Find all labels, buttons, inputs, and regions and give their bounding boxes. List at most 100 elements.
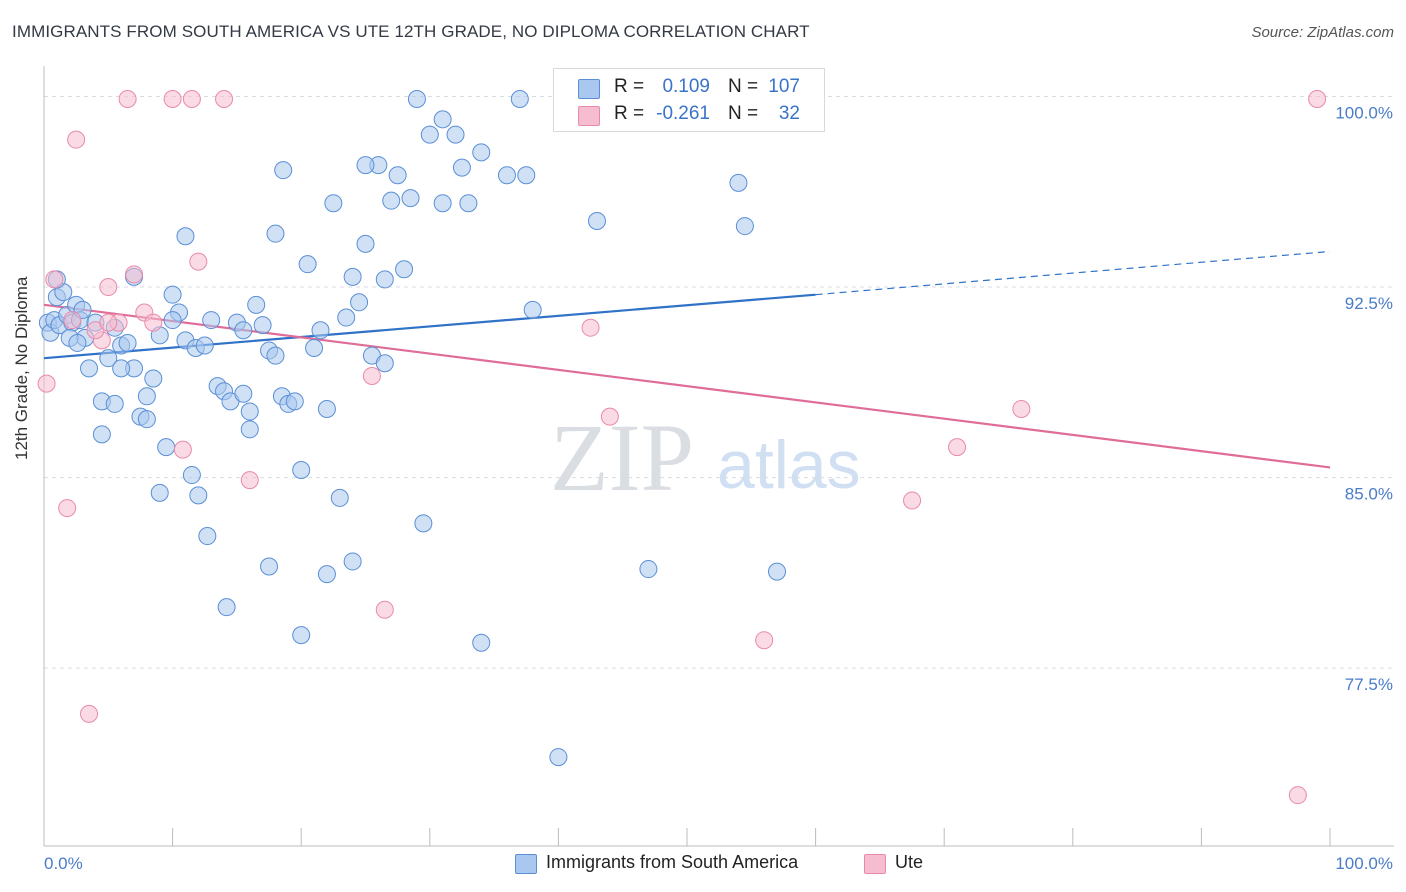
series1-point — [459, 194, 478, 213]
series1-point — [163, 285, 182, 304]
series1-point — [446, 125, 465, 144]
series1-point — [240, 402, 259, 421]
series1-point — [768, 562, 787, 581]
series1-point — [395, 260, 414, 279]
series1-point — [407, 90, 426, 109]
series2-point — [37, 374, 56, 393]
series1-point — [266, 224, 285, 243]
series1-point — [305, 339, 324, 358]
series1-point — [240, 420, 259, 439]
series2-point — [240, 471, 259, 490]
series1-point — [298, 255, 317, 274]
series1-point — [343, 267, 362, 286]
series1-point — [105, 394, 124, 413]
series1-point — [343, 552, 362, 571]
series1-point — [317, 399, 336, 418]
series1-point — [247, 295, 266, 314]
r-label: R = — [614, 103, 645, 124]
n-value: 107 — [768, 76, 800, 97]
series1-point — [420, 125, 439, 144]
series2-point — [182, 90, 201, 109]
series1-point — [452, 158, 471, 177]
series2-point — [375, 600, 394, 619]
series1-point — [356, 156, 375, 175]
series2-point — [581, 318, 600, 337]
series2-point — [903, 491, 922, 510]
series2-point — [173, 440, 192, 459]
y-tick-label: 85.0% — [1345, 485, 1393, 504]
series1-point — [217, 598, 236, 617]
series2-point — [163, 90, 182, 109]
series2-legend-label: Ute — [895, 852, 924, 872]
series1-point — [401, 189, 420, 208]
series1-point — [317, 565, 336, 584]
r-label: R = — [614, 76, 645, 97]
series1-point — [266, 346, 285, 365]
series1-point — [330, 488, 349, 507]
series1-trend-extension — [815, 250, 1331, 296]
y-tick-label: 77.5% — [1345, 675, 1393, 694]
series1-point — [587, 211, 606, 230]
series1-point — [729, 173, 748, 192]
series2-point — [144, 313, 163, 332]
watermark-atlas: atlas — [717, 427, 861, 503]
series1-point — [112, 359, 131, 378]
series2-point — [362, 366, 381, 385]
series1-point — [337, 308, 356, 327]
series1-point — [176, 227, 195, 246]
series2-point — [1012, 399, 1031, 418]
n-value: 32 — [778, 103, 800, 124]
series1-point — [549, 748, 568, 767]
series1-point — [195, 336, 214, 355]
series1-point — [375, 354, 394, 373]
series1-point — [234, 384, 253, 403]
series2-point — [99, 313, 118, 332]
r-value: -0.261 — [656, 103, 710, 124]
series1-point — [137, 387, 156, 406]
series2-point — [118, 90, 137, 109]
series1-point — [157, 438, 176, 457]
series1-point — [639, 560, 658, 579]
series2-point — [1308, 90, 1327, 109]
series1-point — [311, 321, 330, 340]
series1-swatch — [578, 79, 600, 99]
series2-point — [600, 407, 619, 426]
series1-legend-label: Immigrants from South America — [546, 852, 799, 872]
series1-point — [150, 483, 169, 502]
series1-point — [260, 557, 279, 576]
series2-point — [948, 438, 967, 457]
series1-point — [388, 166, 407, 185]
y-tick-label: 100.0% — [1335, 103, 1393, 122]
legend-row-series1: R = 0.109 N = 107 — [554, 74, 824, 102]
n-label: N = — [728, 103, 759, 124]
series2-point — [189, 252, 208, 271]
n-label: N = — [728, 76, 759, 97]
series1-point — [118, 333, 137, 352]
series1-point — [292, 460, 311, 479]
series1-point — [144, 369, 163, 388]
series1-point — [189, 486, 208, 505]
series1-point — [414, 514, 433, 533]
series2-point — [45, 270, 64, 289]
series1-point — [382, 191, 401, 210]
series1-trend-line — [43, 293, 816, 360]
series1-point — [517, 166, 536, 185]
series1-point — [324, 194, 343, 213]
series2-point — [67, 130, 86, 149]
series2-point — [755, 631, 774, 650]
series2-point — [125, 265, 144, 284]
series1-point — [285, 392, 304, 411]
series1-point — [202, 311, 221, 330]
correlation-legend: R = 0.109 N = 107 R = -0.261 N = 32 — [553, 68, 825, 132]
series1-point — [472, 633, 491, 652]
legend-row-series2: R = -0.261 N = 32 — [554, 101, 824, 129]
series1-point — [510, 90, 529, 109]
series1-point — [137, 410, 156, 429]
series1-point — [80, 359, 99, 378]
series2-point — [58, 499, 77, 518]
y-tick-label: 92.5% — [1345, 294, 1393, 313]
series2-point — [63, 311, 82, 330]
series1-point — [350, 293, 369, 312]
series1-point — [433, 110, 452, 129]
